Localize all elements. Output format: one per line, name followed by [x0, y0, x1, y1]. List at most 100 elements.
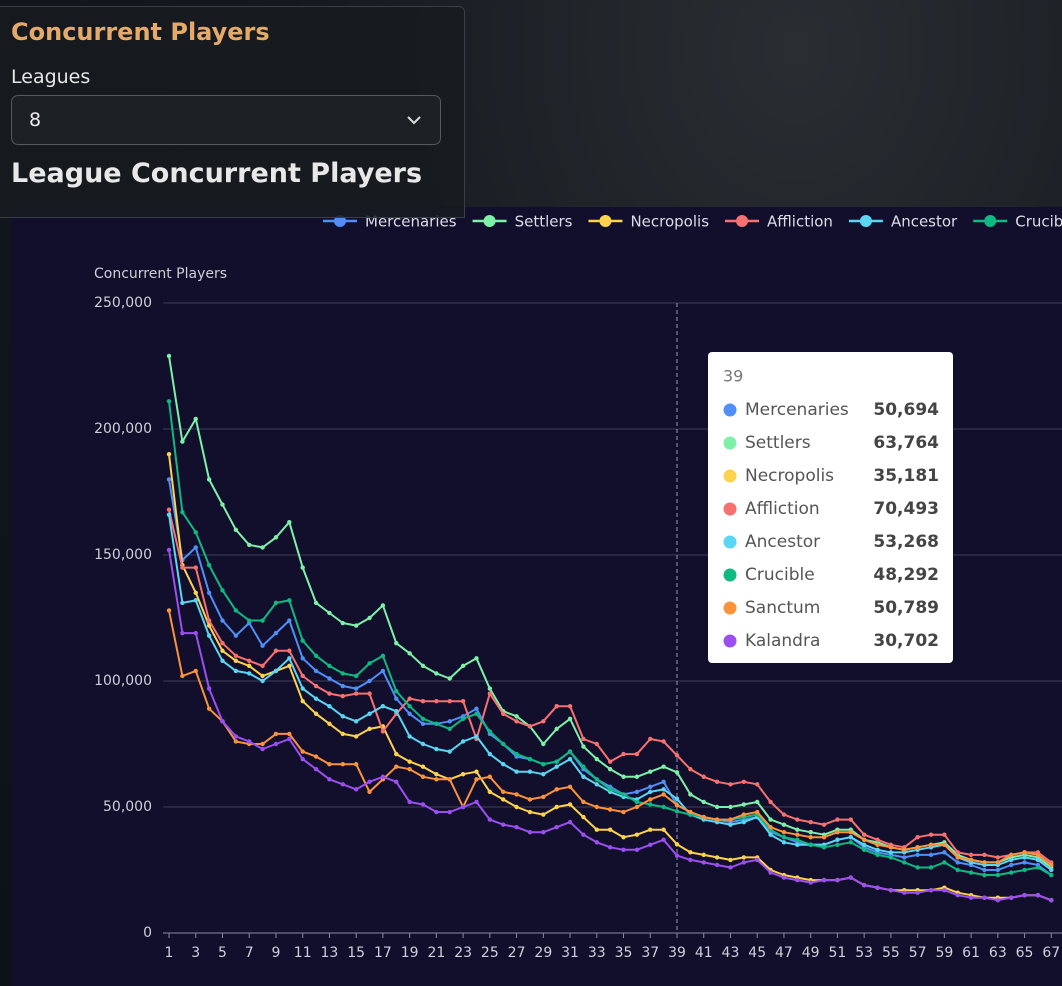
data-point: [701, 852, 706, 858]
data-point: [861, 842, 867, 847]
legend-item[interactable]: Settlers: [472, 213, 573, 231]
data-point: [621, 792, 626, 797]
data-point: [888, 887, 894, 893]
tooltip-name: Settlers: [745, 433, 811, 453]
data-point: [554, 726, 559, 732]
data-point: [701, 860, 706, 865]
x-tick-label: 65: [1016, 945, 1034, 961]
data-point: [688, 850, 693, 855]
tooltip-value: 63,764: [873, 433, 939, 453]
league-select[interactable]: 8: [11, 95, 441, 145]
data-point: [1022, 867, 1027, 873]
data-point: [260, 618, 265, 623]
data-point: [353, 787, 359, 792]
data-point: [527, 797, 533, 802]
data-point: [1022, 855, 1027, 860]
data-point: [394, 641, 399, 646]
data-point: [888, 855, 894, 860]
x-tick-label: 49: [802, 945, 820, 961]
data-point: [541, 794, 546, 800]
data-point: [233, 734, 239, 739]
data-point: [287, 663, 292, 669]
data-point: [434, 772, 439, 777]
y-tick-label: 0: [143, 925, 152, 941]
x-tick-label: 21: [427, 945, 445, 961]
tooltip-dot: [723, 535, 737, 549]
data-point: [581, 799, 586, 805]
data-point: [193, 416, 198, 422]
data-point: [313, 711, 319, 716]
data-point: [661, 787, 666, 792]
x-tick-label: 57: [909, 945, 927, 961]
x-tick-label: 29: [534, 945, 552, 961]
data-point: [206, 633, 212, 638]
data-point: [768, 832, 773, 837]
data-point: [995, 872, 1001, 878]
legend-item[interactable]: Affliction: [725, 213, 833, 231]
data-point: [527, 724, 533, 729]
data-point: [367, 779, 372, 784]
tooltip-value: 50,789: [873, 598, 939, 618]
data-point: [420, 802, 426, 807]
data-point: [487, 691, 493, 696]
data-point: [367, 661, 372, 666]
tooltip-value: 48,292: [873, 565, 939, 585]
data-point: [367, 726, 372, 732]
data-point: [621, 809, 626, 815]
data-point: [541, 741, 546, 747]
data-point: [193, 545, 198, 550]
data-point: [166, 399, 172, 404]
data-point: [714, 862, 720, 868]
data-point: [233, 668, 239, 674]
tooltip-value: 35,181: [873, 466, 939, 486]
data-point: [340, 761, 345, 767]
data-point: [327, 777, 332, 782]
legend-item[interactable]: Necropolis: [588, 213, 709, 231]
data-point: [714, 779, 720, 784]
data-point: [768, 870, 773, 875]
data-point: [875, 842, 880, 847]
data-point: [166, 452, 172, 457]
x-tick-label: 23: [454, 945, 472, 961]
tooltip-dot: [723, 436, 737, 450]
data-point: [300, 756, 305, 762]
data-point: [875, 837, 880, 842]
data-point: [674, 853, 680, 858]
data-point: [567, 716, 573, 721]
data-point: [915, 865, 920, 870]
data-point: [260, 643, 265, 648]
data-point: [327, 721, 332, 727]
data-point: [407, 696, 412, 701]
data-point: [407, 799, 412, 805]
x-tick-label: 63: [989, 945, 1007, 961]
data-point: [955, 860, 960, 865]
data-point: [420, 764, 426, 769]
data-point: [247, 739, 252, 744]
legend-item[interactable]: Ancestor: [848, 213, 958, 231]
data-point: [260, 678, 265, 684]
legend-item[interactable]: Crucible: [973, 213, 1062, 231]
data-point: [380, 729, 386, 734]
data-point: [835, 830, 840, 835]
data-point: [607, 759, 613, 764]
data-point: [514, 824, 519, 830]
data-point: [567, 704, 573, 709]
data-point: [220, 648, 225, 653]
data-point: [487, 789, 493, 795]
tooltip-dot: [723, 502, 737, 516]
data-point: [233, 653, 239, 658]
data-point: [674, 796, 680, 801]
data-point: [287, 598, 292, 603]
data-point: [688, 767, 693, 772]
data-point: [487, 774, 493, 779]
data-point: [367, 789, 372, 795]
data-point: [661, 764, 666, 769]
data-point: [674, 802, 680, 808]
data-point: [487, 817, 493, 822]
data-point: [648, 736, 653, 742]
tooltip-name: Affliction: [745, 499, 820, 519]
data-point: [541, 830, 546, 835]
data-point: [166, 353, 172, 359]
filter-label: Leagues: [11, 66, 91, 88]
